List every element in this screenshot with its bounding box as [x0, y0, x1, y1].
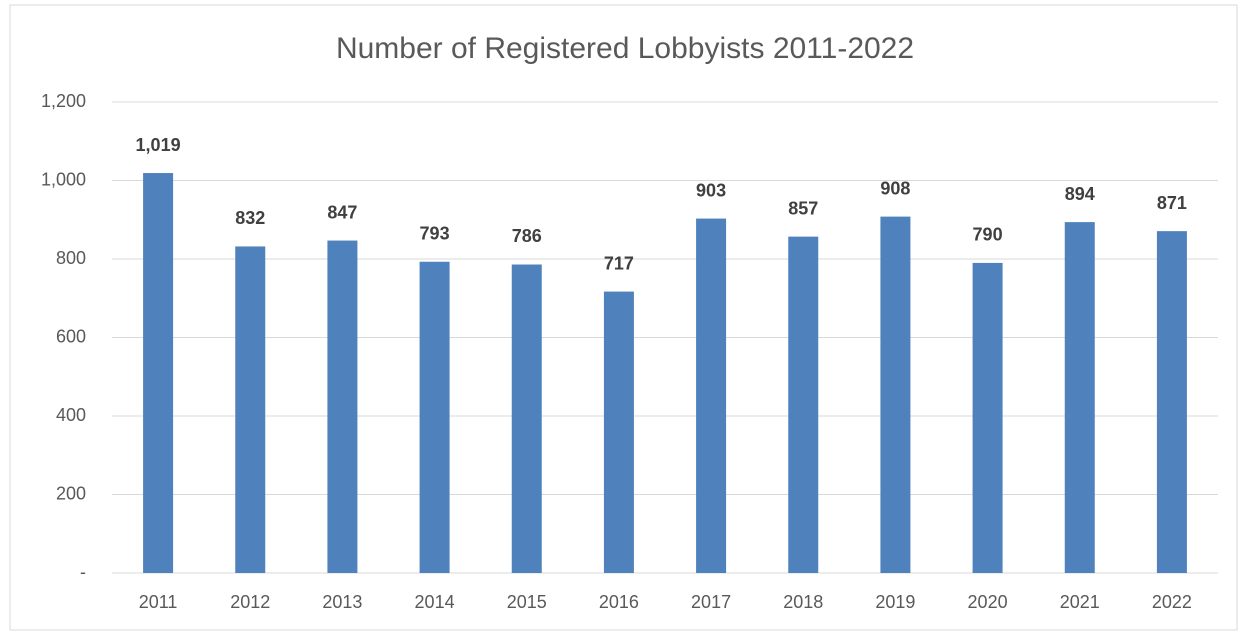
value-label: 1,019 — [136, 135, 181, 155]
value-label: 847 — [327, 202, 357, 222]
chart-title: Number of Registered Lobbyists 2011-2022 — [336, 32, 914, 65]
value-label: 903 — [696, 180, 726, 200]
x-tick-label: 2018 — [783, 592, 823, 612]
y-tick-label: 400 — [56, 405, 86, 425]
bar — [235, 246, 266, 573]
x-tick-label: 2013 — [322, 592, 362, 612]
bar — [143, 173, 174, 574]
y-tick-label: 800 — [56, 248, 86, 268]
x-tick-label: 2014 — [415, 592, 455, 612]
x-tick-label: 2020 — [968, 592, 1008, 612]
x-tick-label: 2015 — [507, 592, 547, 612]
bar — [603, 291, 634, 573]
value-label: 908 — [880, 178, 910, 198]
x-tick-label: 2016 — [599, 592, 639, 612]
value-label: 717 — [604, 253, 634, 273]
value-label: 832 — [235, 208, 265, 228]
value-label: 871 — [1157, 193, 1187, 213]
value-label: 894 — [1065, 184, 1095, 204]
x-tick-label: 2022 — [1152, 592, 1192, 612]
x-tick-label: 2011 — [139, 592, 178, 612]
bar — [1064, 222, 1095, 574]
bar — [327, 240, 358, 574]
value-label: 786 — [512, 226, 542, 246]
bar — [880, 216, 911, 574]
bar — [511, 264, 542, 573]
y-tick-label: - — [80, 562, 86, 582]
x-tick-label: 2012 — [230, 592, 270, 612]
x-tick-label: 2021 — [1060, 592, 1100, 612]
bar — [1156, 231, 1187, 573]
y-tick-label: 600 — [56, 326, 86, 346]
value-label: 790 — [973, 225, 1003, 245]
x-tick-label: 2017 — [691, 592, 731, 612]
y-tick-label: 1,000 — [41, 169, 86, 189]
bar — [696, 218, 727, 573]
bar — [419, 261, 450, 573]
bar — [972, 262, 1003, 573]
y-tick-label: 1,200 — [41, 91, 86, 111]
bar — [788, 236, 819, 573]
value-label: 857 — [788, 198, 818, 218]
x-tick-label: 2019 — [875, 592, 915, 612]
value-label: 793 — [420, 223, 450, 243]
y-tick-label: 200 — [56, 483, 86, 503]
